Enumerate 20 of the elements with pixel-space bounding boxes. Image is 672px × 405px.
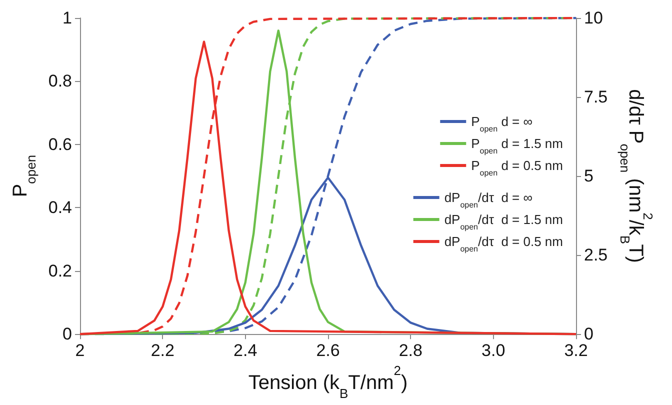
y-tick-label: 0.4 bbox=[48, 198, 72, 218]
x-tick-label: 3.2 bbox=[564, 341, 588, 360]
x-tick-label: 2 bbox=[75, 341, 85, 360]
y-axis-title: Popen bbox=[9, 154, 38, 198]
y-tick-label: 0.8 bbox=[48, 72, 72, 91]
x-tick-label: 2.4 bbox=[234, 341, 258, 360]
x-tick-label: 3.0 bbox=[482, 341, 506, 360]
y2-tick-label: 10 bbox=[584, 8, 603, 28]
x-tick-label: 2.6 bbox=[316, 341, 340, 360]
y-tick-label: 0 bbox=[62, 324, 72, 344]
y2-tick-label: 0 bbox=[584, 324, 594, 344]
x-tick-label: 2.8 bbox=[398, 341, 422, 360]
y-tick-label: 1 bbox=[62, 8, 72, 28]
y2-tick-label: 2.5 bbox=[584, 246, 608, 265]
y2-tick-label: 5 bbox=[584, 166, 594, 186]
x-tick-label: 2.2 bbox=[150, 341, 174, 360]
y-tick-label: 0.6 bbox=[48, 134, 72, 154]
y2-tick-label: 7.5 bbox=[584, 88, 608, 107]
y2-axis-title: d/dτ Popen (nm2/kBT) bbox=[618, 89, 656, 263]
y-tick-label: 0.2 bbox=[48, 261, 72, 280]
